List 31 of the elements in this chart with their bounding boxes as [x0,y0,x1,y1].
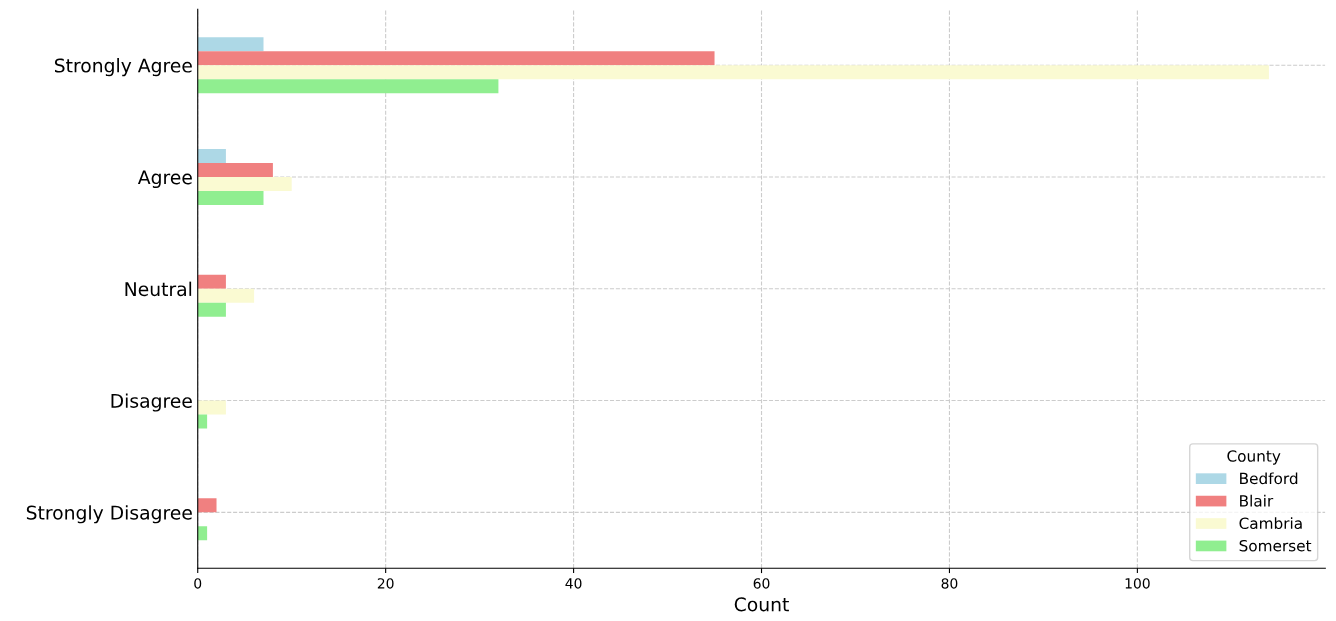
y-tick-label: Strongly Agree [54,58,192,77]
x-tick-label: 0 [194,578,202,589]
x-tick-label: 80 [941,578,958,589]
x-tick-label: 100 [1125,578,1150,589]
legend-label: Somerset [1239,539,1312,552]
y-tick-label: Neutral [125,281,192,297]
bar [197,176,292,191]
legend-label: Bedford [1240,472,1298,485]
legend-title: County [1227,450,1281,465]
y-tick-label: Agree [137,170,192,189]
y-tick-label: Strongly Disagree [26,505,192,524]
bar [197,163,273,177]
x-tick-label: 40 [565,578,582,589]
bar [197,65,1269,80]
y-tick-label: Disagree [111,393,192,412]
bar [197,288,255,303]
x-tick-label: 20 [377,578,394,589]
bar [197,274,226,289]
x-axis-title: Count [734,597,789,612]
bar [197,302,226,317]
bar [197,51,715,66]
bar [197,79,499,94]
legend-label: Cambria [1239,517,1302,530]
bar [197,400,226,415]
bar [197,498,217,513]
bar [197,526,208,541]
x-tick-label: 60 [753,578,770,589]
bar [197,37,264,52]
bar [197,149,226,164]
legend-label: Blair [1240,494,1274,507]
bar [197,190,264,205]
